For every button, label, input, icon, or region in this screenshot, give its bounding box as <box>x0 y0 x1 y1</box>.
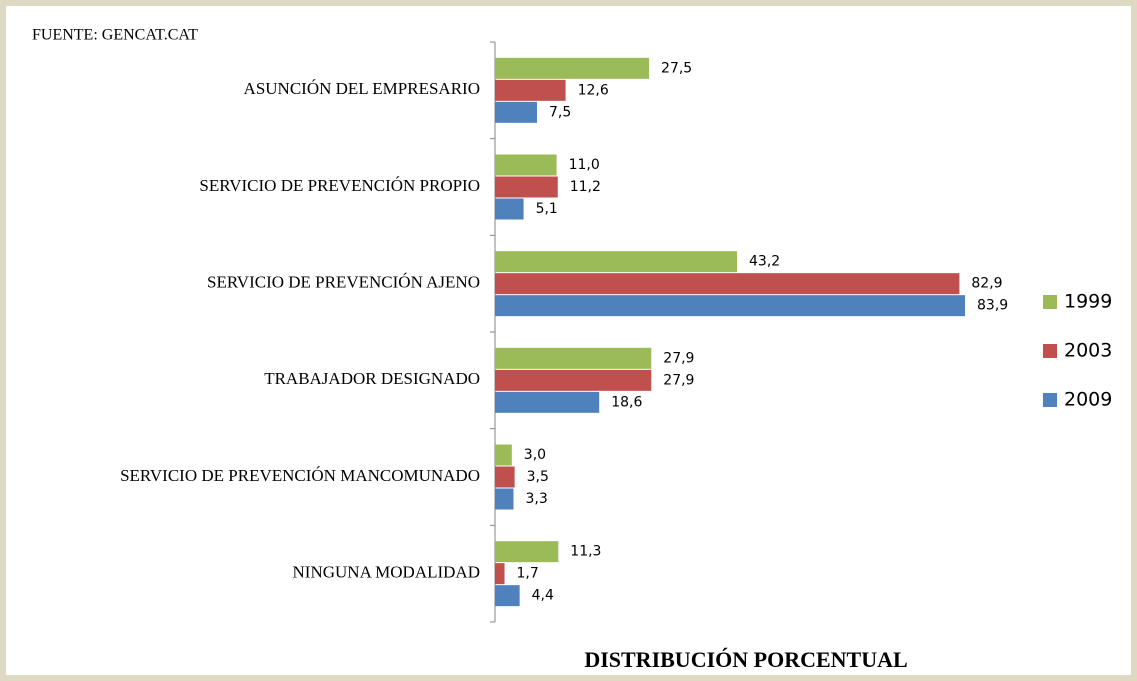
value-label: 4,4 <box>532 588 554 604</box>
bar <box>495 369 652 391</box>
source: FUENTE: GENCAT.CAT <box>32 27 198 44</box>
value-label: 11,3 <box>570 544 601 560</box>
legend-swatch <box>1043 295 1057 309</box>
legend-swatch <box>1043 344 1057 358</box>
bar <box>495 295 965 317</box>
bar <box>495 176 558 198</box>
legend-swatch <box>1043 393 1057 407</box>
category-label: SERVICIO DE PREVENCIÓN MANCOMUNADO <box>120 466 480 485</box>
bar <box>495 391 600 413</box>
legend-label: 2009 <box>1064 389 1112 411</box>
value-label: 43,2 <box>749 254 780 270</box>
value-label: 3,0 <box>524 447 546 463</box>
category-label: ASUNCIÓN DEL EMPRESARIO <box>244 79 480 98</box>
value-label: 18,6 <box>611 394 642 410</box>
bar <box>495 541 559 563</box>
value-label: 3,3 <box>525 491 547 507</box>
category-label: SERVICIO DE PREVENCIÓN PROPIO <box>199 176 480 195</box>
bar <box>495 444 512 466</box>
value-label: 27,9 <box>663 372 694 388</box>
bar <box>495 57 650 79</box>
category-label: NINGUNA MODALIDAD <box>293 563 480 582</box>
bar <box>495 466 515 488</box>
value-label: 7,5 <box>549 104 571 120</box>
bar <box>495 563 505 585</box>
bar <box>495 198 524 220</box>
bar <box>495 585 520 607</box>
value-label: 27,9 <box>663 350 694 366</box>
value-label: 27,5 <box>661 60 692 76</box>
category-label: TRABAJADOR DESIGNADO <box>264 369 480 388</box>
bar <box>495 347 652 369</box>
x-axis-title: DISTRIBUCIÓN PORCENTUAL <box>584 647 907 672</box>
value-label: 1,7 <box>517 566 539 582</box>
value-label: 83,9 <box>977 298 1008 314</box>
value-label: 3,5 <box>527 469 549 485</box>
legend-label: 2003 <box>1064 340 1112 362</box>
bar <box>495 488 514 510</box>
bar <box>495 154 557 176</box>
value-label: 5,1 <box>536 201 558 217</box>
bar <box>495 251 738 273</box>
category-label: SERVICIO DE PREVENCIÓN AJENO <box>207 273 480 292</box>
value-label: 11,2 <box>570 179 601 195</box>
bar <box>495 79 566 101</box>
legend-label: 1999 <box>1064 291 1112 313</box>
value-label: 82,9 <box>971 276 1002 292</box>
value-label: 11,0 <box>569 157 600 173</box>
bar <box>495 101 538 123</box>
value-label: 12,6 <box>578 82 609 98</box>
bar <box>495 273 960 295</box>
